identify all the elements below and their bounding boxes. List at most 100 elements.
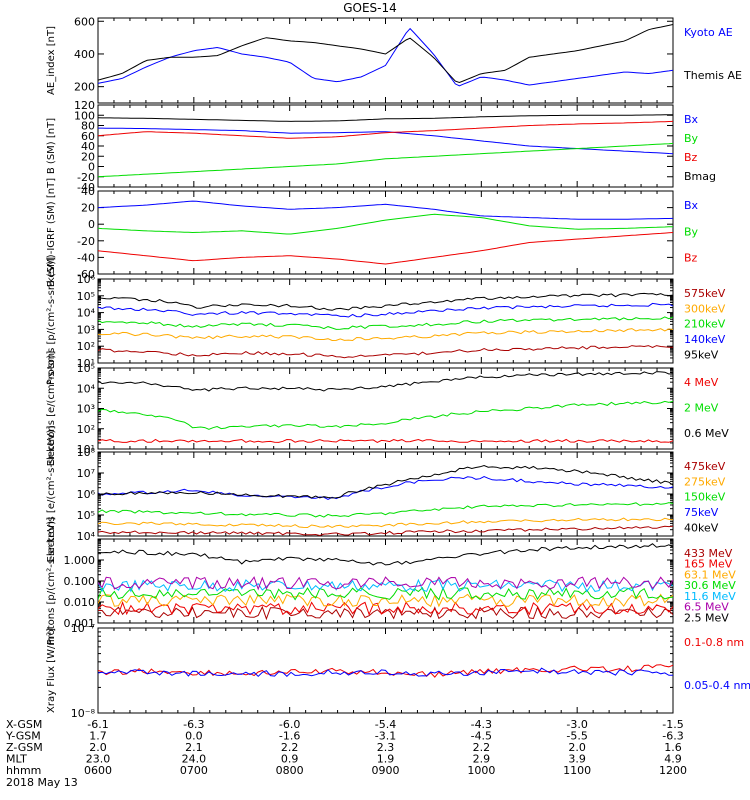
ephemeris-value: -5.5 [566,730,587,743]
ephemeris-value: 23.0 [86,753,111,766]
date-label: 2018 May 13 [6,776,78,789]
ephemeris-label-y-gsm: Y-GSM [5,730,41,743]
series-line-300kev [98,328,673,342]
figure-title: GOES-14 [343,1,397,15]
ephemeris-value: 0700 [180,764,208,777]
ephemeris-value: 2.2 [281,741,299,754]
y-tick-label: 100 [74,109,95,122]
legend-150kev: 150keV [684,491,726,504]
series-line-bz [98,120,673,139]
legend-75kev: 75keV [684,506,719,519]
legend-0-05-0-4-nm: 0.05-0.4 nm [684,679,750,692]
ephemeris-value: 24.0 [182,753,207,766]
ephemeris-value: 1000 [467,764,495,777]
ephemeris-value: -6.3 [183,718,204,731]
y-axis-label: Electrons [e/(cm²-s-sr-keV)] [46,425,57,562]
y-tick-label: 60 [81,130,95,143]
ephemeris-label-hhmm: hhmm [6,764,41,777]
legend-bx: Bx [684,113,699,126]
y-axis-label: Protons [p/(cm²-s-sr-keV)] [46,517,57,645]
series-line-2-mev [98,400,673,430]
ephemeris-table: X-GSM -6.1 -6.3 -6.0 -5.4 -4.3 -3.0 -1.5 Y-GSM 1.… [5,718,687,777]
ephemeris-value: 0.9 [281,753,299,766]
series-line-150kev [98,502,673,518]
legend-kyoto-ae: Kyoto AE [684,26,733,39]
y-tick-label: 10⁶ [77,273,96,286]
y-tick-label: 10⁵ [77,290,95,303]
y-tick-label: 10³ [77,323,95,336]
y-tick-label: 10⁵ [77,362,95,375]
y-tick-label: -40 [77,251,95,264]
ephemeris-value: 4.9 [664,753,682,766]
legend-2-5-mev: 2.5 MeV [684,611,729,624]
series-line-95kev [98,292,673,311]
legend-30-6-mev: 30.6 MeV [684,579,736,592]
legend-bz: Bz [684,252,698,265]
y-tick-label: 10¹ [77,357,95,370]
series-line-140kev [98,302,673,318]
series-line-themis-ae [98,24,673,84]
y-tick-label: -20 [77,171,95,184]
y-tick-label: -60 [77,268,95,281]
y-tick-label: 20 [81,202,95,215]
series-line-2-5-mev [98,543,673,566]
series-line-6-5-mev [98,576,673,591]
y-tick-label: 10⁴ [77,307,96,320]
ephemeris-value: 0.0 [185,730,203,743]
y-tick-label: 1.000 [64,554,96,567]
legend-4-mev: 4 MeV [684,376,719,389]
legend-0-1-0-8-nm: 0.1-0.8 nm [684,636,744,649]
y-tick-label: 20 [81,150,95,163]
y-axis-label: Protons [p/(cm²-s-sr-keV)] [46,257,57,385]
ephemeris-value: 2.9 [473,753,491,766]
ephemeris-value: 0800 [276,764,304,777]
y-axis-label: B (SM) [nT] [46,118,57,174]
series-line-by [98,213,673,235]
legend-575kev: 575keV [684,287,726,300]
y-axis-label: Xray Flux [W/m²] [46,628,57,713]
panel-7: 0.001 0.010 0.100 1.000 Protons [p/(cm²-s-sr… [46,517,736,645]
ephemeris-value: 1200 [659,764,687,777]
series-line-bz [98,232,673,265]
series-line-bx [98,200,673,220]
series-line-75kev [98,475,673,500]
y-tick-label: 10⁴ [77,530,96,543]
y-tick-label: 80 [81,120,95,133]
y-tick-label: -40 [77,181,95,194]
legend-themis-ae: Themis AE [683,69,742,82]
ephemeris-value: 3.9 [568,753,586,766]
series-line-kyoto-ae [98,27,673,87]
ephemeris-value: 1.9 [377,753,395,766]
legend-300kev: 300keV [684,302,726,315]
ephemeris-value: 0900 [372,764,400,777]
legend-bmag: Bmag [684,170,716,183]
panel-frame [97,104,674,188]
ephemeris-label-mlt: MLT [6,753,27,766]
ephemeris-value: 1.6 [664,741,682,754]
y-tick-label: 400 [74,48,95,61]
legend-475kev: 475keV [684,460,726,473]
legend-2-mev: 2 MeV [684,402,719,415]
legend-95kev: 95keV [684,348,719,361]
y-tick-label: 10⁶ [77,488,96,501]
series-line-275kev [98,517,673,529]
series-line-0-05-0-4-nm [98,667,673,677]
y-tick-label: 10⁴ [77,382,96,395]
y-tick-label: 10¹ [77,443,95,456]
legend-by: By [684,225,699,238]
ephemeris-value: 2.0 [568,741,586,754]
legend-275kev: 275keV [684,475,726,488]
legend-433-mev: 433 MeV [684,547,733,560]
ephemeris-value: -1.5 [662,718,683,731]
legend-by: By [684,132,699,145]
series-line-bmag [98,114,673,122]
series-line-4-mev [98,438,673,443]
ephemeris-value: -6.0 [279,718,300,731]
legend-bz: Bz [684,151,698,164]
legend-6-5-mev: 6.5 MeV [684,601,729,614]
ephemeris-value: -6.3 [662,730,683,743]
legend-11-6-mev: 11.6 MeV [684,590,736,603]
ephemeris-value: 1.7 [89,730,107,743]
